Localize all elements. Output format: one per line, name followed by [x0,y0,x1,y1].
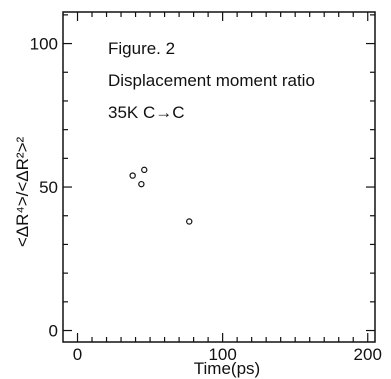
data-point [138,180,145,188]
plot-frame [62,11,376,343]
x-tick-label: 100 [208,345,236,364]
y-tick-label: 100 [30,35,58,54]
annotation-figure-number: Figure. 2 [108,39,175,58]
data-points [129,166,193,225]
x-axis-title: Time(ps) [194,359,260,378]
y-tick-label: 50 [39,178,58,197]
x-tick-label: 0 [73,345,82,364]
y-axis-title: <ΔR⁴>/<ΔR²>² [13,136,32,247]
data-point [129,172,136,179]
data-point [141,166,148,174]
x-tick-labels: 0 100 200 [73,345,382,364]
data-point [186,218,193,225]
annotation-title: Displacement moment ratio [108,71,315,90]
y-tick-labels: 0 50 100 [30,35,58,341]
y-tick-label: 0 [49,322,58,341]
axis-ticks [63,12,375,342]
annotation-condition: 35K C→C [108,103,185,122]
x-tick-label: 200 [354,345,382,364]
